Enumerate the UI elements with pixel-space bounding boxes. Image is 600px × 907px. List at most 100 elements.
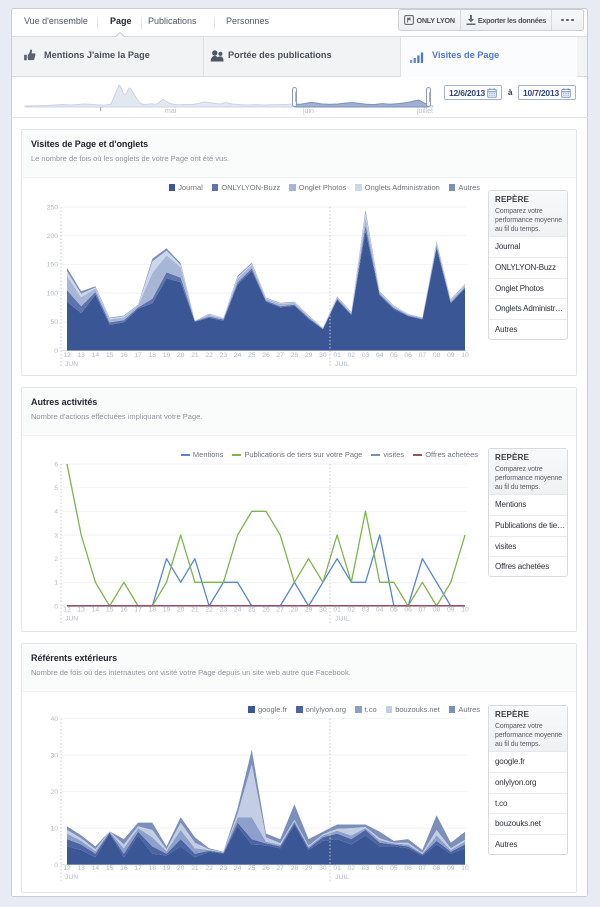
svg-text:14: 14 [92,865,100,872]
svg-text:23: 23 [220,352,228,359]
svg-text:20: 20 [177,607,185,614]
svg-text:29: 29 [305,352,313,359]
svg-text:150: 150 [47,262,59,269]
svg-text:18: 18 [149,865,157,872]
svg-text:24: 24 [234,352,242,359]
svg-text:08: 08 [433,352,441,359]
svg-text:14: 14 [92,352,100,359]
svg-text:17: 17 [134,607,142,614]
svg-text:16: 16 [120,607,128,614]
svg-text:20: 20 [177,352,185,359]
svg-text:05: 05 [390,865,398,872]
svg-text:29: 29 [305,607,313,614]
svg-text:JUIL: JUIL [335,874,349,881]
svg-text:100: 100 [47,290,59,297]
svg-text:02: 02 [348,352,356,359]
svg-text:02: 02 [348,607,356,614]
svg-text:12: 12 [63,865,71,872]
svg-text:26: 26 [262,607,270,614]
svg-text:23: 23 [220,865,228,872]
svg-text:10: 10 [461,352,469,359]
svg-text:22: 22 [205,607,213,614]
svg-text:13: 13 [77,607,85,614]
svg-text:JUN: JUN [65,874,78,881]
svg-text:17: 17 [134,865,142,872]
svg-text:20: 20 [177,865,185,872]
svg-text:08: 08 [433,865,441,872]
svg-text:22: 22 [205,865,213,872]
svg-text:15: 15 [106,607,114,614]
svg-text:10: 10 [461,865,469,872]
svg-text:15: 15 [106,352,114,359]
svg-text:12: 12 [63,607,71,614]
svg-text:01: 01 [333,352,341,359]
svg-text:08: 08 [433,607,441,614]
svg-text:1: 1 [54,580,58,587]
svg-text:17: 17 [134,352,142,359]
svg-text:03: 03 [362,865,370,872]
svg-text:29: 29 [305,865,313,872]
svg-text:09: 09 [447,607,455,614]
svg-text:16: 16 [120,352,128,359]
svg-text:28: 28 [291,607,299,614]
svg-text:27: 27 [276,607,284,614]
svg-text:13: 13 [77,352,85,359]
svg-text:22: 22 [205,352,213,359]
svg-text:10: 10 [461,607,469,614]
svg-text:10: 10 [50,825,58,832]
svg-text:30: 30 [319,352,327,359]
svg-text:25: 25 [248,352,256,359]
svg-text:21: 21 [191,352,199,359]
svg-text:JUIL: JUIL [335,616,349,623]
svg-text:19: 19 [163,352,171,359]
svg-text:27: 27 [276,352,284,359]
svg-text:2: 2 [54,556,58,563]
svg-text:200: 200 [47,233,59,240]
svg-text:15: 15 [106,865,114,872]
svg-text:18: 18 [149,607,157,614]
svg-text:18: 18 [149,352,157,359]
svg-text:19: 19 [163,865,171,872]
svg-text:50: 50 [50,319,58,326]
svg-text:6: 6 [54,461,58,468]
svg-text:28: 28 [291,352,299,359]
svg-text:4: 4 [54,509,58,516]
svg-text:30: 30 [50,752,58,759]
svg-text:JUIL: JUIL [335,361,349,368]
svg-text:0: 0 [54,603,58,610]
svg-text:25: 25 [248,865,256,872]
svg-text:25: 25 [248,607,256,614]
svg-text:24: 24 [234,607,242,614]
svg-text:06: 06 [404,352,412,359]
svg-text:04: 04 [376,865,384,872]
svg-text:07: 07 [419,865,427,872]
svg-text:12: 12 [63,352,71,359]
svg-text:06: 06 [404,607,412,614]
svg-text:19: 19 [163,607,171,614]
svg-text:01: 01 [333,865,341,872]
svg-text:26: 26 [262,352,270,359]
svg-text:07: 07 [419,352,427,359]
svg-text:250: 250 [47,204,59,211]
svg-text:14: 14 [92,607,100,614]
svg-text:04: 04 [376,352,384,359]
svg-text:05: 05 [390,352,398,359]
svg-text:04: 04 [376,607,384,614]
svg-text:02: 02 [348,865,356,872]
svg-text:40: 40 [50,716,58,723]
svg-text:0: 0 [54,862,58,869]
svg-text:21: 21 [191,607,199,614]
svg-text:30: 30 [319,865,327,872]
svg-text:21: 21 [191,865,199,872]
svg-text:05: 05 [390,607,398,614]
svg-text:01: 01 [333,607,341,614]
svg-text:13: 13 [77,865,85,872]
svg-text:03: 03 [362,607,370,614]
svg-text:JUN: JUN [65,616,78,623]
svg-text:28: 28 [291,865,299,872]
svg-text:JUN: JUN [65,361,78,368]
svg-text:0: 0 [54,348,58,355]
svg-text:09: 09 [447,352,455,359]
svg-text:20: 20 [50,789,58,796]
svg-text:3: 3 [54,532,58,539]
